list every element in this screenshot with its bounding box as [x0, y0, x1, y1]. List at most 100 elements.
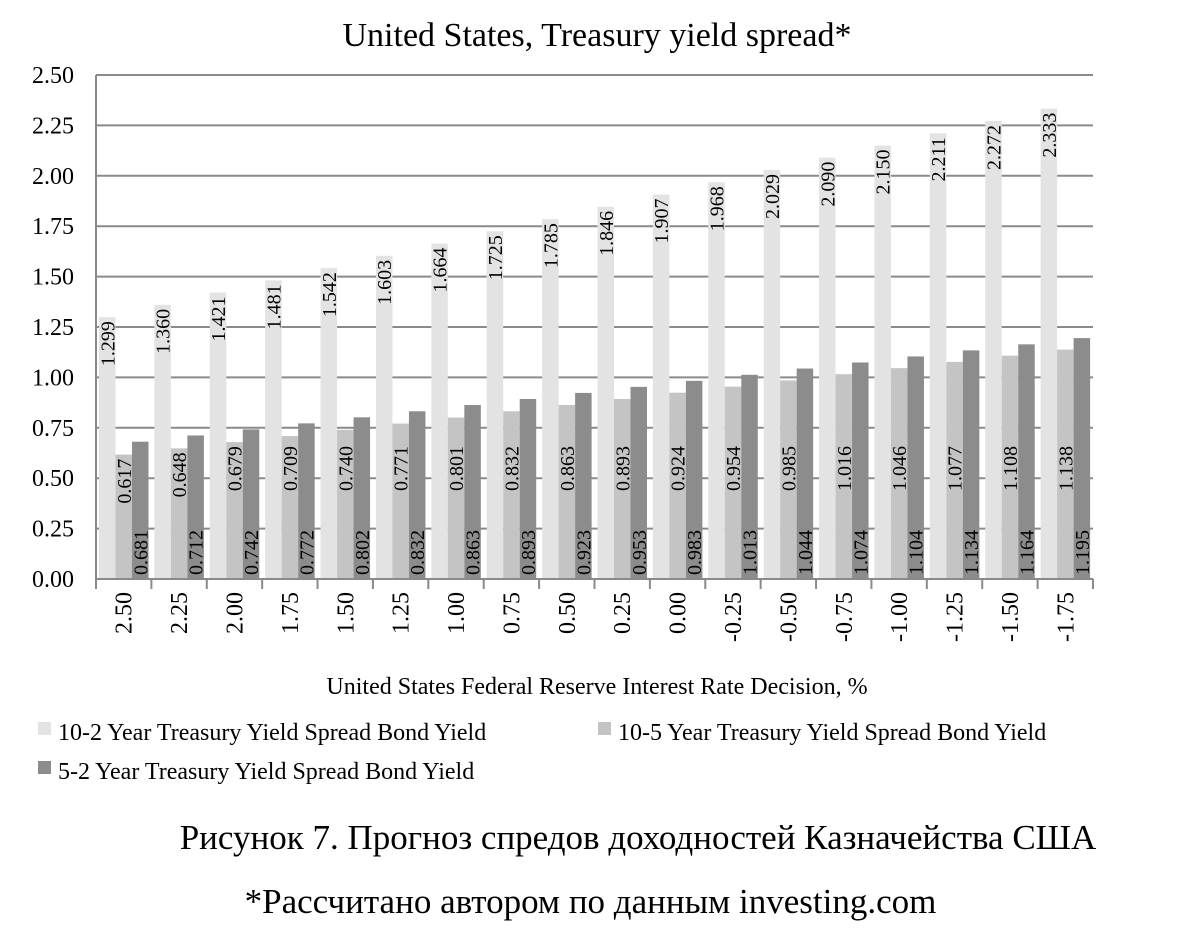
- data-label-series-1: 1.360: [153, 309, 175, 354]
- legend: 10-2 Year Treasury Yield Spread Bond Yie…: [38, 720, 1046, 785]
- x-tick-label: 2.25: [167, 592, 193, 634]
- bar-series-2: [1057, 349, 1074, 579]
- data-label-series-2: 0.740: [335, 446, 357, 491]
- data-label-series-3: 0.953: [629, 530, 651, 575]
- data-label-series-2: 1.046: [889, 446, 911, 491]
- data-label-series-1: 1.907: [651, 199, 673, 244]
- bar-series-3: [242, 429, 260, 579]
- y-tick-label: 0.75: [32, 416, 74, 442]
- bar-series-3: [741, 374, 758, 579]
- data-label-series-3: 0.923: [573, 530, 595, 575]
- bar-series-1: [819, 157, 836, 579]
- x-tick-label: 0.25: [610, 592, 636, 634]
- x-tick-label: 1.25: [389, 592, 415, 634]
- bar-series-1: [708, 182, 725, 579]
- data-label-series-1: 1.421: [208, 297, 230, 342]
- data-label-series-1: 1.664: [430, 248, 452, 293]
- legend-label-series-1: 10-2 Year Treasury Yield Spread Bond Yie…: [58, 720, 486, 746]
- bar-series-2: [558, 405, 576, 579]
- y-tick-label: 2.50: [32, 63, 74, 89]
- bar-series-1: [597, 206, 614, 579]
- bar-series-2: [281, 436, 299, 579]
- x-tick-label: 2.00: [222, 592, 248, 634]
- x-axis-label: United States Federal Reserve Interest R…: [326, 674, 867, 700]
- x-tick-label: -0.25: [721, 592, 747, 642]
- bar-series-1: [99, 317, 116, 579]
- bar-series-1: [542, 219, 559, 580]
- bar-series-1: [265, 280, 282, 579]
- data-label-series-3: 1.044: [795, 530, 817, 575]
- x-tick-label: 1.75: [278, 592, 304, 634]
- bar-series-3: [132, 441, 149, 579]
- data-label-series-1: 2.211: [928, 137, 950, 181]
- y-tick-label: 1.00: [32, 365, 74, 391]
- y-tick-label: 0.00: [32, 567, 74, 593]
- data-label-series-1: 2.272: [983, 125, 1005, 170]
- bar-series-1: [874, 145, 891, 579]
- data-label-series-1: 2.333: [1039, 113, 1061, 158]
- data-label-series-3: 1.013: [740, 530, 762, 575]
- bar-series-1: [431, 243, 448, 579]
- bar-series-2: [226, 442, 243, 579]
- data-label-series-3: 0.742: [241, 530, 263, 575]
- chart-title: United States, Treasury yield spread*: [343, 17, 852, 54]
- bars: [99, 108, 1091, 580]
- legend-label-series-3: 5-2 Year Treasury Yield Spread Bond Yiel…: [58, 759, 474, 785]
- data-label-series-1: 1.542: [319, 272, 341, 317]
- data-label-series-2: 0.648: [169, 452, 191, 497]
- chart-svg: United States, Treasury yield spread* 0.…: [32, 17, 1094, 785]
- data-label-series-2: 1.138: [1055, 446, 1077, 491]
- data-label-series-1: 1.968: [707, 186, 729, 231]
- bar-series-1: [652, 194, 670, 579]
- data-label-series-3: 0.802: [352, 530, 374, 575]
- gridlines: [95, 74, 1093, 580]
- bar-series-3: [685, 380, 703, 579]
- y-tick-label: 2.00: [32, 164, 74, 190]
- x-tick-label: -0.75: [832, 592, 858, 642]
- legend-label-series-2: 10-5 Year Treasury Yield Spread Bond Yie…: [618, 720, 1046, 746]
- bar-series-2: [890, 368, 908, 579]
- data-label-series-2: 0.924: [668, 446, 690, 491]
- bar-series-3: [353, 417, 371, 579]
- bar-series-3: [1018, 344, 1035, 579]
- y-tick-label: 1.50: [32, 265, 74, 291]
- x-tick-label: -1.00: [887, 592, 913, 642]
- data-label-series-1: 1.481: [263, 284, 285, 329]
- bar-series-3: [796, 368, 814, 579]
- bar-series-2: [780, 380, 797, 579]
- y-tick-label: 2.25: [32, 113, 74, 139]
- data-label-series-2: 1.108: [1000, 446, 1022, 491]
- bar-series-3: [519, 398, 537, 579]
- data-label-series-1: 1.299: [97, 321, 119, 366]
- bar-series-2: [614, 398, 631, 579]
- data-label-series-3: 1.195: [1072, 530, 1094, 575]
- data-label-series-2: 0.863: [557, 446, 579, 491]
- bar-series-3: [464, 405, 481, 579]
- bar-series-3: [575, 392, 592, 579]
- data-label-series-1: 1.603: [374, 260, 396, 305]
- data-label-series-3: 0.983: [684, 530, 706, 575]
- y-tick-label: 0.25: [32, 517, 74, 543]
- x-tick-label: 1.50: [333, 592, 359, 634]
- data-label-series-2: 0.832: [501, 446, 523, 491]
- x-tick-label: 0.50: [555, 592, 581, 634]
- data-label-series-2: 0.709: [280, 446, 302, 491]
- x-tick-label: -1.75: [1053, 592, 1079, 642]
- bar-series-2: [392, 423, 409, 579]
- data-label-series-3: 0.893: [518, 530, 540, 575]
- x-tick-label: -1.50: [998, 592, 1024, 642]
- legend-swatch-series-3: [38, 761, 51, 774]
- data-label-series-2: 0.771: [391, 446, 413, 491]
- legend-swatch-series-1: [38, 722, 51, 735]
- bar-series-1: [486, 231, 504, 580]
- data-label-series-2: 0.985: [778, 446, 800, 491]
- bar-series-1: [154, 304, 171, 579]
- x-tick-label: 2.50: [112, 592, 138, 634]
- data-label-series-2: 1.077: [945, 446, 967, 491]
- bar-series-1: [375, 255, 393, 579]
- data-label-series-2: 0.617: [114, 459, 136, 504]
- bar-series-3: [852, 362, 869, 579]
- bar-series-2: [447, 417, 465, 579]
- bar-series-1: [985, 120, 1002, 580]
- data-labels: 1.299 0.617 0.681 1.360 0.648 0.712 1.421 0.679…: [97, 113, 1094, 575]
